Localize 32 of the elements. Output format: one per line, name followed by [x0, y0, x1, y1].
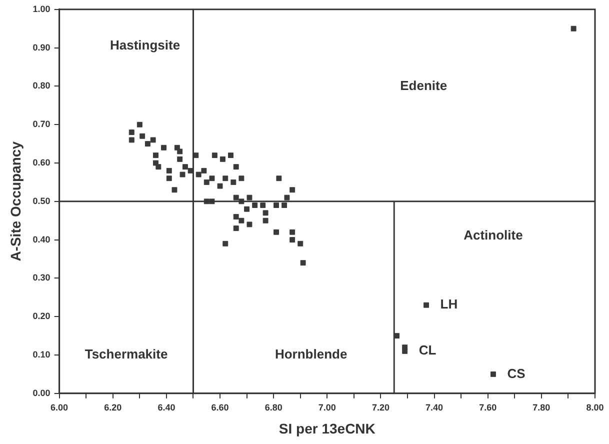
x-tick-label: 6.60 — [211, 402, 229, 412]
x-tick-label: 7.40 — [426, 402, 444, 412]
x-tick-label: 6.00 — [50, 402, 68, 412]
y-tick-label: 0.50 — [32, 196, 50, 206]
annotation: Hornblende — [274, 346, 348, 362]
x-tick-label: 8.00 — [586, 402, 604, 412]
y-tick-label: 0.90 — [32, 42, 50, 52]
y-tick-label: 0.00 — [32, 388, 50, 398]
y-tick-label: 0.20 — [32, 311, 50, 322]
y-tick-label: 0.30 — [32, 272, 50, 283]
y-tick-label: 0.40 — [32, 234, 50, 244]
x-tick-label: 6.20 — [104, 402, 122, 412]
y-tick-label: 0.60 — [32, 157, 50, 168]
y-tick-label: 0.10 — [32, 349, 50, 360]
x-tick-label: 7.00 — [318, 402, 336, 412]
annotation: Tschermakite — [84, 346, 168, 362]
series-label: CL — [418, 342, 436, 358]
series-label: LH — [440, 296, 458, 312]
x-tick-label: 7.60 — [479, 402, 497, 412]
y-tick-label: 0.80 — [32, 80, 50, 91]
annotation: Hastingsite — [110, 37, 180, 52]
y-axis-title: A-Site Occupancy — [7, 141, 24, 262]
x-tick-label: 6.80 — [264, 402, 282, 412]
series-label: CS — [507, 366, 526, 381]
annotation: Actinolite — [464, 228, 523, 243]
y-tick-label: 1.00 — [32, 4, 50, 14]
x-tick-label: 7.20 — [372, 402, 390, 412]
x-tick-label: 6.40 — [158, 402, 176, 412]
annotation: Edenite — [400, 78, 448, 93]
x-axis-title: SI per 13eCNK — [278, 420, 376, 436]
x-tick-label: 7.80 — [532, 402, 550, 412]
y-tick-label: 0.70 — [32, 119, 50, 130]
